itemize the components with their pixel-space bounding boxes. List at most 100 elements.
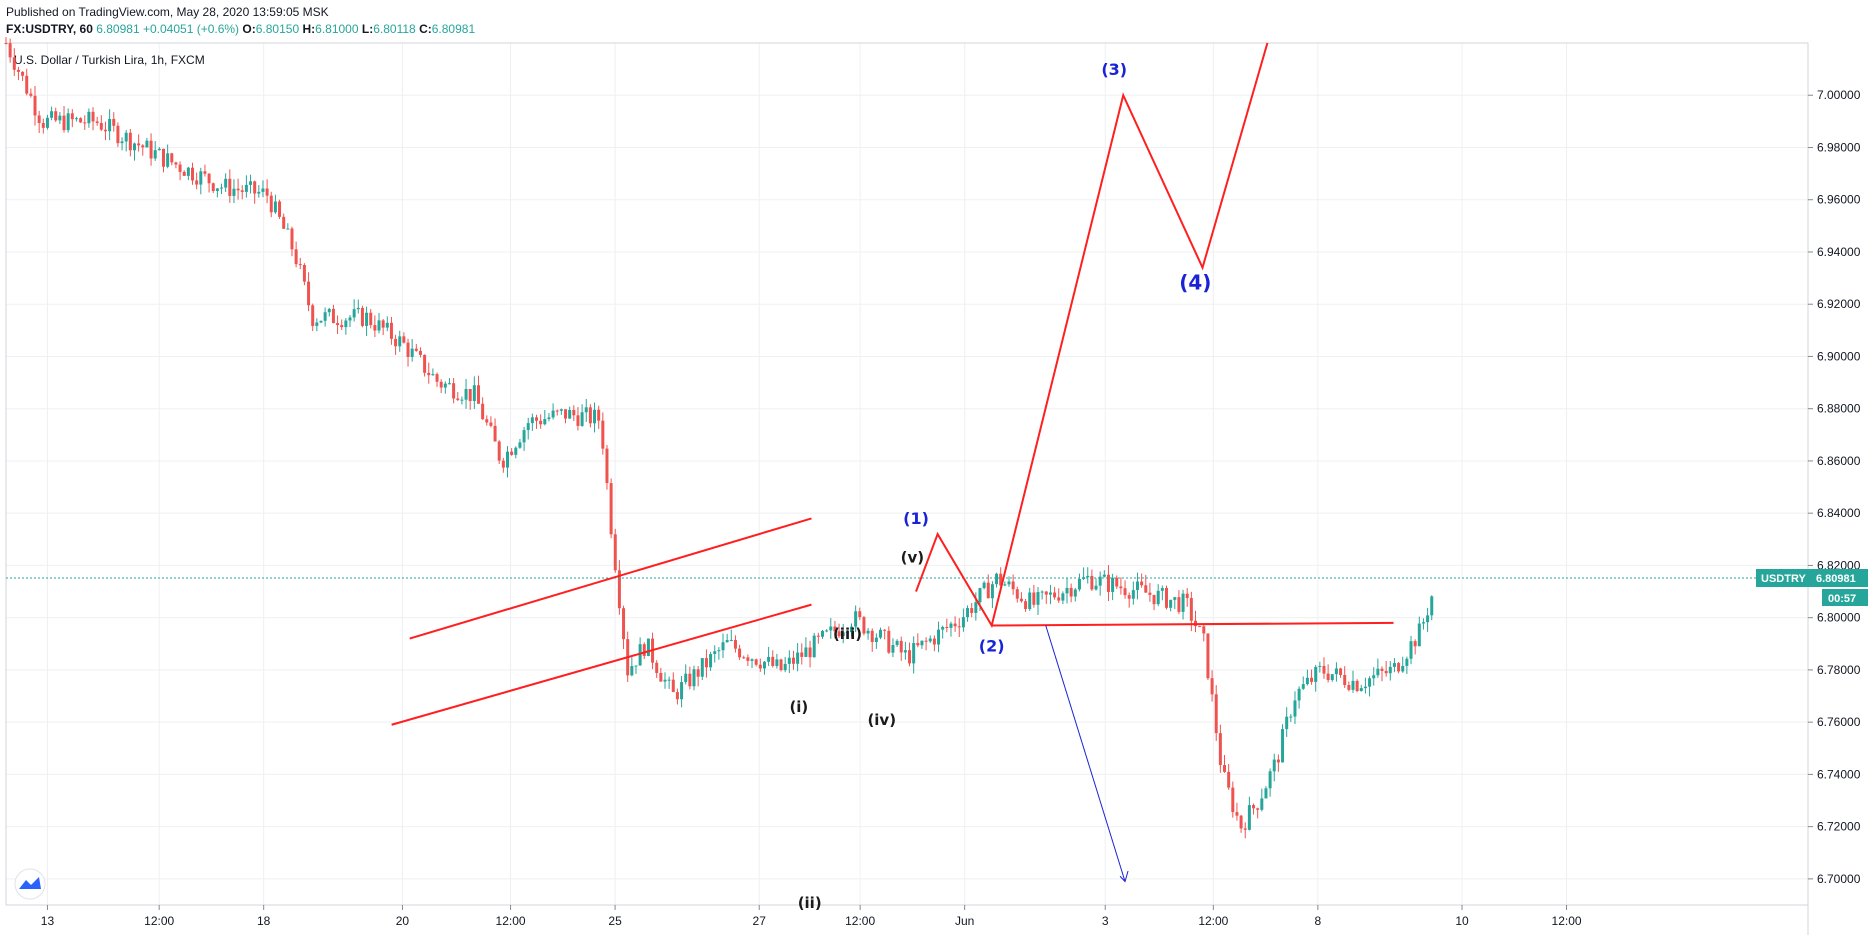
candle-body — [352, 309, 356, 318]
y-tick-label: 6.76000 — [1817, 715, 1861, 729]
candle-body — [1003, 584, 1007, 586]
candle-body — [1247, 805, 1251, 830]
x-tick-label: 12:00 — [144, 914, 174, 928]
candle-body — [340, 325, 344, 328]
candle-body — [1011, 581, 1015, 590]
candle-body — [825, 630, 829, 632]
candle-body — [700, 658, 704, 677]
symbol-label[interactable]: FX:USDTRY, 60 — [6, 22, 93, 36]
candle-body — [290, 228, 294, 250]
candle-body — [609, 483, 613, 535]
candle-body — [941, 626, 945, 630]
candle-body — [447, 383, 451, 385]
candle-body — [1098, 576, 1102, 586]
channel-upper-line — [409, 517, 812, 640]
candle-body — [95, 121, 99, 123]
price-axis[interactable]: 6.70000 6.72000 6.74000 6.76000 6.78000 6.800… — [1808, 88, 1861, 886]
candle-body — [845, 632, 849, 634]
candle-body — [758, 664, 762, 669]
candle-body — [605, 448, 609, 484]
candle-body — [899, 640, 903, 653]
alternate-projection-arrow — [1045, 625, 1126, 882]
y-tick-label: 6.94000 — [1817, 245, 1861, 259]
candle-body — [1334, 668, 1338, 675]
candle-body — [1355, 680, 1359, 692]
candle-body — [261, 188, 265, 192]
candle-body — [1019, 598, 1023, 602]
candle-body — [667, 679, 671, 681]
candle-body — [1239, 815, 1243, 829]
candle-body — [331, 308, 335, 324]
candle-body — [510, 451, 514, 455]
candle-body — [924, 640, 928, 642]
candle-body — [1421, 622, 1425, 624]
time-axis[interactable]: 13 12:00 18 20 12:00 25 27 12:00 Jun 3 12:00 8 10 12:… — [41, 905, 1582, 928]
chart-title: U.S. Dollar / Turkish Lira, 1h, FXCM — [14, 53, 205, 67]
candle-body — [348, 317, 352, 321]
candle-body — [1214, 694, 1218, 734]
candle-body — [945, 626, 949, 628]
candle-body — [684, 673, 688, 683]
candle-body — [435, 374, 439, 382]
candle-body — [564, 409, 568, 419]
candle-body — [186, 167, 190, 176]
candle-body — [1272, 759, 1276, 772]
candle-body — [1015, 589, 1019, 599]
candle-body — [1185, 593, 1189, 599]
candle-body — [829, 626, 833, 631]
candle-body — [1268, 771, 1272, 789]
candle-body — [858, 611, 862, 618]
candle-body — [468, 389, 472, 402]
candle-body — [228, 178, 232, 196]
candle-body — [389, 322, 393, 339]
wave-projection-path — [915, 42, 1269, 629]
candle-body — [132, 143, 136, 151]
candle-body — [29, 93, 33, 96]
candle-body — [74, 118, 78, 120]
candle-body — [837, 631, 841, 637]
candle-body — [79, 118, 83, 123]
candle-body — [970, 608, 974, 613]
candle-body — [1322, 665, 1326, 674]
candle-body — [796, 652, 800, 664]
candle-body — [974, 602, 978, 613]
candle-body — [1285, 716, 1289, 730]
candle-body — [1119, 586, 1123, 589]
candle-body — [265, 188, 269, 196]
candle-body — [199, 171, 203, 185]
candle-body — [663, 679, 667, 682]
candle-body — [1152, 594, 1156, 605]
candle-body — [464, 389, 468, 400]
candle-body — [249, 181, 253, 185]
high-value: 6.81000 — [315, 22, 359, 36]
candle-body — [431, 374, 435, 376]
candle-body — [294, 249, 298, 265]
candle-body — [1135, 581, 1139, 591]
candle-body — [535, 417, 539, 421]
candle-body — [576, 415, 580, 426]
candle-body — [54, 111, 58, 121]
candle-body — [360, 307, 364, 326]
candle-body — [1177, 597, 1181, 612]
candle-body — [680, 682, 684, 700]
candle-body — [1189, 598, 1193, 621]
candle-body — [953, 623, 957, 627]
candle-body — [1164, 587, 1168, 608]
tradingview-logo[interactable] — [14, 868, 46, 900]
candle-body — [70, 113, 74, 120]
y-tick-label: 6.96000 — [1817, 193, 1861, 207]
candle-body — [762, 661, 766, 669]
x-tick-label: 12:00 — [496, 914, 526, 928]
candle-body — [481, 403, 485, 420]
candle-body — [16, 69, 20, 72]
candle-body — [634, 665, 638, 667]
candle-body — [1036, 592, 1040, 605]
candle-body — [696, 669, 700, 677]
price-tag-value: 6.80981 — [1816, 573, 1856, 585]
arrow-head — [1119, 870, 1129, 883]
candle-body — [1243, 828, 1247, 830]
candle-body — [617, 570, 621, 609]
candle-body — [1028, 592, 1032, 610]
candle-body — [244, 184, 248, 192]
